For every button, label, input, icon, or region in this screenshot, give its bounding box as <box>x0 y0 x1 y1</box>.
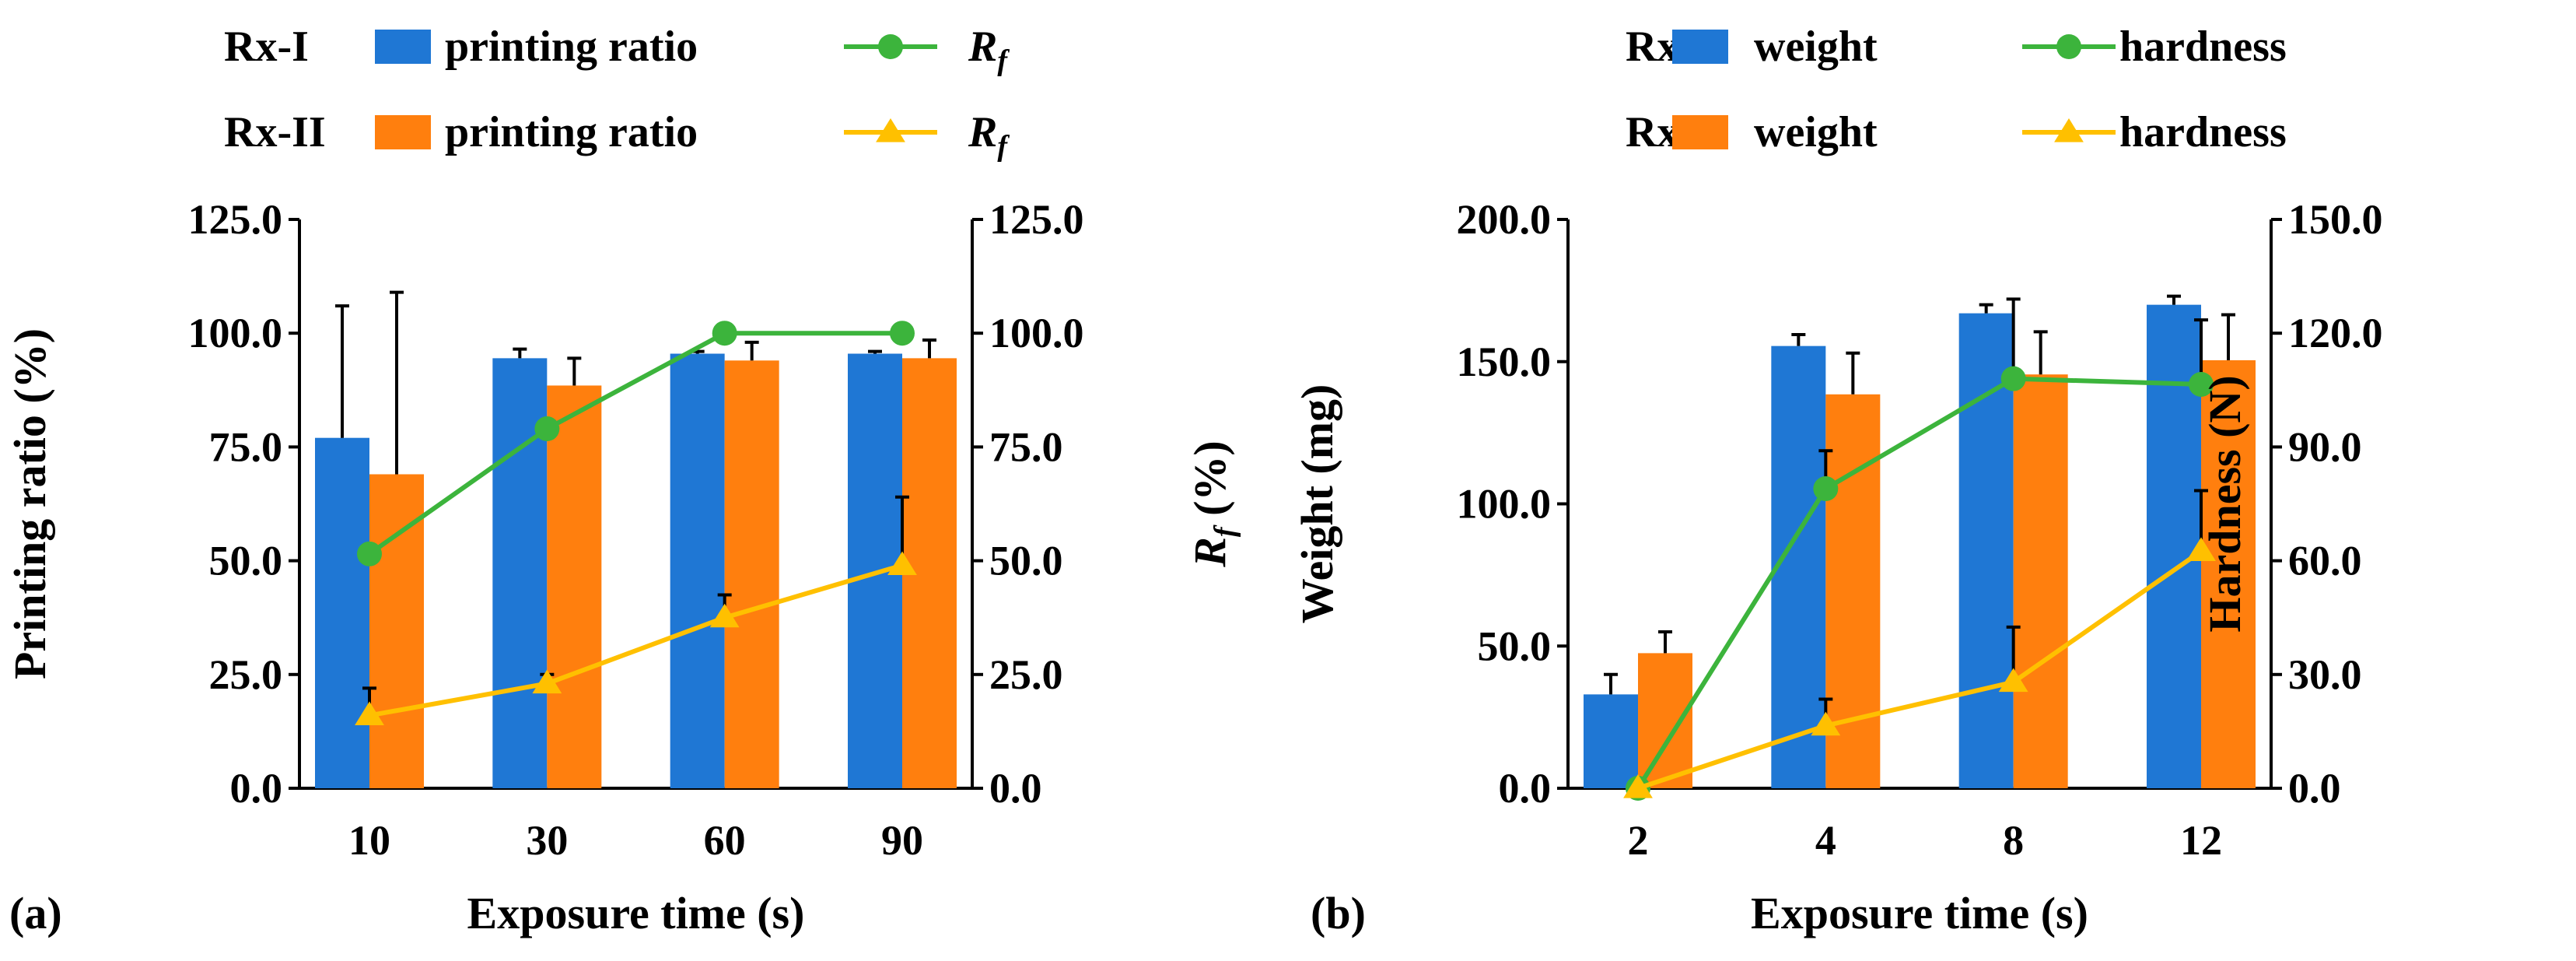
y-axis-title-right: Hardness (N) <box>2200 375 2250 632</box>
x-tick-label: 30 <box>526 817 568 864</box>
legend: Rx-IweighthardnessRx-IIweighthardness <box>1626 23 2287 156</box>
y-tick-label-right: 25.0 <box>989 651 1063 698</box>
point-rx-i-rf <box>890 321 915 346</box>
chart-panel-a: 0.0 25.0 50.0 75.0 100.0 125.0 0.0 25.0 50.0 75.0… <box>5 23 1241 938</box>
y-tick-label-right: 75.0 <box>989 423 1063 470</box>
y-tick-label-right: 120.0 <box>2288 310 2383 356</box>
y-axis-title-left: Weight (mg) <box>1292 384 1342 624</box>
legend-label-line: Rf <box>968 23 1010 77</box>
point-rx-i-rf <box>712 321 737 346</box>
legend-marker <box>876 118 905 142</box>
y-tick-label-left: 100.0 <box>1457 481 1552 528</box>
y-axis-title-right: Rf (%) <box>1185 440 1241 567</box>
legend-swatch-bar <box>1672 115 1728 149</box>
y-tick-label-right: 60.0 <box>2288 538 2362 584</box>
point-rx-ii-rf <box>532 669 562 694</box>
legend-marker <box>2056 34 2081 59</box>
legend-label-line: hardness <box>2119 108 2287 156</box>
y-tick-label-right: 125.0 <box>989 196 1084 243</box>
y-tick-label-left: 0.0 <box>230 765 283 812</box>
panel-label: (b) <box>1311 888 1366 938</box>
bar-rx-i-weight <box>1584 694 1638 788</box>
y-tick-label-right: 50.0 <box>989 538 1063 584</box>
x-tick-label: 60 <box>704 817 746 864</box>
legend-label-bar: printing ratio <box>445 108 698 156</box>
y-tick-label-right: 0.0 <box>2288 765 2341 812</box>
line-rx-i-hardness <box>1636 376 2202 790</box>
bar-rx-i-printing-ratio <box>670 353 725 788</box>
point-rx-ii-hardness <box>2186 537 2216 562</box>
legend-swatch-bar <box>375 115 431 149</box>
x-tick-label: 8 <box>2003 817 2024 864</box>
line-rx-ii-rf <box>369 563 903 718</box>
y-tick-label-left: 50.0 <box>1478 623 1552 669</box>
legend-label-bar: weight <box>1754 23 1878 71</box>
x-tick-label: 4 <box>1815 817 1836 864</box>
legend-label-bar: printing ratio <box>445 23 698 71</box>
y-tick-label-right: 100.0 <box>989 310 1084 356</box>
y-tick-label-left: 25.0 <box>209 651 283 698</box>
y-tick-label-left: 125.0 <box>188 196 283 243</box>
y-tick-label-right: 30.0 <box>2288 651 2362 698</box>
point-rx-i-rf <box>357 541 382 566</box>
point-rx-ii-hardness <box>1811 711 1841 736</box>
legend-swatch-bar <box>1672 30 1728 64</box>
y-tick-label-left: 0.0 <box>1499 765 1552 812</box>
legend-row-label: Rx-I <box>224 23 309 71</box>
x-tick-label: 2 <box>1628 817 1649 864</box>
y-tick-label-left: 50.0 <box>209 538 283 584</box>
legend-label-line: Rf <box>968 108 1010 163</box>
y-axis-title-left: Printing ratio (%) <box>5 328 55 679</box>
bar-rx-ii-weight <box>1638 653 1692 788</box>
bar-rx-ii-printing-ratio <box>547 385 602 788</box>
y-tick-label-left: 200.0 <box>1457 196 1552 243</box>
point-rx-i-rf <box>534 416 560 442</box>
point-rx-ii-hardness <box>1998 668 2028 693</box>
bar-rx-ii-weight <box>2013 374 2068 788</box>
bar-rx-ii-printing-ratio <box>369 474 424 788</box>
point-rx-ii-hardness <box>1623 774 1653 798</box>
panel-label: (a) <box>9 888 62 938</box>
line-rx-ii-hardness <box>1637 549 2203 791</box>
x-tick-label: 90 <box>881 817 923 864</box>
x-axis-title: Exposure time (s) <box>1751 888 2088 938</box>
bar-rx-ii-weight <box>2201 359 2256 788</box>
point-rx-ii-rf <box>887 551 917 576</box>
legend-label-line: hardness <box>2119 23 2287 71</box>
line-rx-i-rf <box>368 331 902 556</box>
x-tick-label: 12 <box>2180 817 2222 864</box>
y-tick-label-left: 75.0 <box>209 423 283 470</box>
x-axis-title: Exposure time (s) <box>467 888 805 938</box>
chart-panel-b: 0.0 50.0 100.0 150.0 200.0 0.0 30.0 60.0 90.0 120… <box>1292 23 2383 938</box>
legend: Rx-I printing ratio Rf Rx-II printing ratio R… <box>224 23 1010 163</box>
bar-rx-i-printing-ratio <box>315 437 369 788</box>
bar-rx-i-weight <box>1771 345 1826 789</box>
y-tick-label-left: 100.0 <box>188 310 283 356</box>
legend-marker <box>2054 118 2084 142</box>
point-rx-i-hardness <box>2189 371 2214 397</box>
y-tick-label-right: 90.0 <box>2288 423 2362 470</box>
x-tick-label: 10 <box>348 817 390 864</box>
y-tick-label-right: 150.0 <box>2288 196 2383 243</box>
bar-rx-ii-printing-ratio <box>724 360 779 789</box>
point-rx-i-hardness <box>1813 476 1839 502</box>
y-tick-label-left: 150.0 <box>1457 338 1552 385</box>
point-rx-i-hardness <box>2000 366 2026 391</box>
legend-label-bar: weight <box>1754 108 1878 156</box>
legend-marker <box>878 34 903 59</box>
point-rx-ii-rf <box>709 603 740 628</box>
legend-row-label: Rx-II <box>224 108 326 156</box>
legend-swatch-bar <box>375 30 431 64</box>
point-rx-ii-rf <box>355 701 384 726</box>
y-tick-label-right: 0.0 <box>989 765 1042 812</box>
